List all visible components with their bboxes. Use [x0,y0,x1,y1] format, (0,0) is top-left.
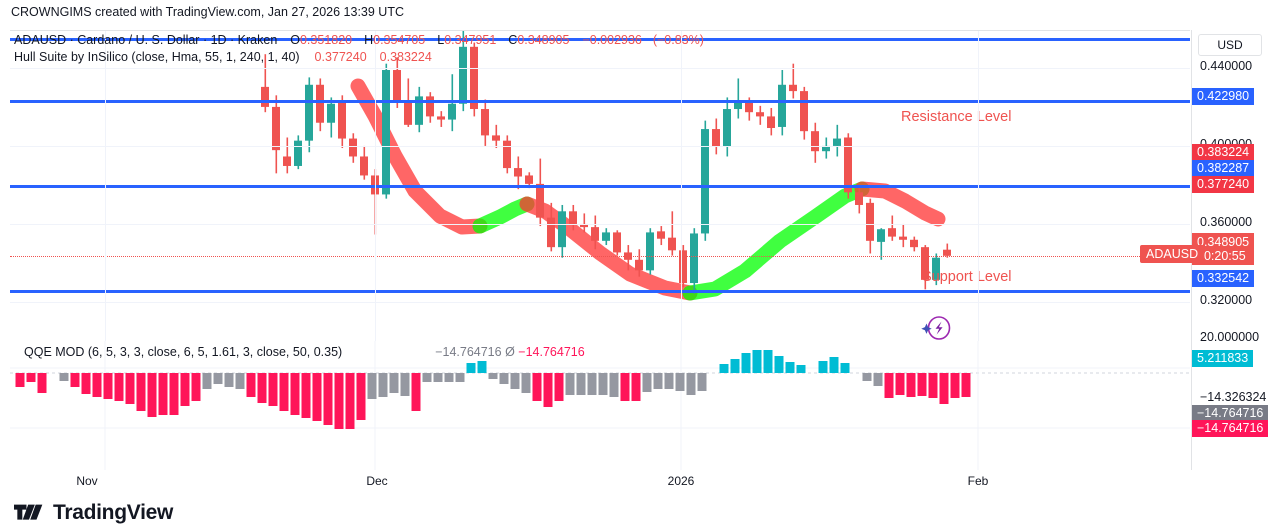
price-scale-tick: −14.326324 [1200,390,1267,404]
price-scale-badge[interactable]: 0.377240 [1192,176,1255,193]
price-gridline [10,224,1190,225]
chart-frame: Resistance Level Support Level QQE MOD (6… [0,30,1281,471]
time-scale-tick: Dec [366,474,388,488]
price-scale-tick: 20.000000 [1200,330,1260,344]
annotation-label[interactable]: Support Level [922,269,1012,285]
resistance-level[interactable] [10,99,1190,103]
chart-legend[interactable]: ADAUSD · Cardano / U. S. Dollar · 1D · K… [14,32,704,66]
time-scale-tick: Nov [76,474,98,488]
upper-line[interactable] [10,38,1190,42]
price-gridline [10,146,1190,147]
time-gridline [681,31,682,341]
price-scale-badge[interactable]: 0.332542 [1192,270,1255,287]
qqe-histogram-svg [10,341,1190,470]
time-scale[interactable]: Nov Dec 2026 Feb [0,470,1281,497]
mid-level[interactable] [10,185,1190,189]
hull-value-2: 0.383224 [379,50,432,64]
symbol-price-tag[interactable]: ADAUSD [1140,245,1205,263]
legend-open-label: O [290,33,300,47]
tradingview-wordmark: TradingView [53,501,174,524]
ai-sparkle-icon[interactable] [918,314,952,342]
qqe-mod-pane[interactable]: QQE MOD (6, 5, 3, 3, close, 6, 5, 1.61, … [10,341,1190,471]
legend-high-label: H [364,33,374,47]
price-scale[interactable]: USD 0.4400000.4000000.3600000.32000020.0… [1191,30,1281,470]
time-gridline [105,31,106,341]
current-price-value: 0.348905 [1197,235,1250,249]
last-price-line[interactable] [10,255,1190,257]
legend-close-value: 0.348905 [517,33,570,47]
legend-change-abs: −0.002936 [582,33,642,47]
legend-low-label: L [437,33,445,47]
legend-hull-row[interactable]: Hull Suite by InSilico (close, Hma, 55, … [14,49,704,66]
hull-suite-title[interactable]: Hull Suite by InSilico (close, Hma, 55, … [14,50,300,64]
tradingview-logo-icon [14,504,43,520]
time-scale-tick: Feb [967,474,989,488]
qqe-avg-symbol: Ø [505,345,515,359]
legend-change-pct: (−0.83%) [652,33,704,47]
qqe-histogram-bars [15,350,971,429]
qqe-value-grey: −14.764716 [435,345,502,359]
legend-symbol-title[interactable]: ADAUSD · Cardano / U. S. Dollar · 1D · K… [14,33,278,47]
price-scale-badge[interactable]: 5.211833 [1192,350,1254,367]
annotation-label[interactable]: Resistance Level [901,109,1012,125]
qqe-value-pink: −14.764716 [518,345,585,359]
price-scale-badge[interactable]: 0.422980 [1192,88,1255,105]
price-scale-badge[interactable]: 0.382287 [1192,160,1255,177]
hull-value-1: 0.377240 [314,50,367,64]
legend-open-value: 0.351820 [299,33,353,47]
currency-label[interactable]: USD [1198,34,1262,56]
price-scale-tick: 0.320000 [1200,293,1253,307]
time-gridline [978,31,979,341]
support-level[interactable] [10,290,1190,294]
footer: TradingView [0,496,1281,530]
price-gridline [10,302,1190,303]
price-pane[interactable]: Resistance Level Support Level [10,30,1190,342]
legend-close-label: C [508,33,518,47]
candlestick-series [261,31,951,294]
price-candles-svg [261,31,951,301]
bar-countdown: 10:20:55 [1197,249,1246,263]
legend-symbol-row[interactable]: ADAUSD · Cardano / U. S. Dollar · 1D · K… [14,32,704,49]
hull-suite-band [350,78,946,301]
price-scale-badge[interactable]: −14.764716 [1192,405,1269,422]
price-scale-tick: 0.440000 [1200,59,1253,73]
price-gridline [10,68,1190,69]
price-scale-badge[interactable]: 0.383224 [1192,144,1255,161]
price-scale-tick: 0.360000 [1200,215,1253,229]
qqe-title: QQE MOD (6, 5, 3, 3, close, 6, 5, 1.61, … [24,345,343,359]
attribution-text: CROWNGIMS created with TradingView.com, … [11,5,404,19]
qqe-legend[interactable]: QQE MOD (6, 5, 3, 3, close, 6, 5, 1.61, … [24,345,585,359]
legend-low-value: 0.347951 [444,33,497,47]
price-scale-badge[interactable]: −14.764716 [1192,420,1269,437]
time-scale-tick: 2026 [667,474,695,488]
legend-high-value: 0.354705 [373,33,426,47]
tradingview-logo[interactable]: TradingView [14,501,173,525]
time-gridline [375,31,376,341]
